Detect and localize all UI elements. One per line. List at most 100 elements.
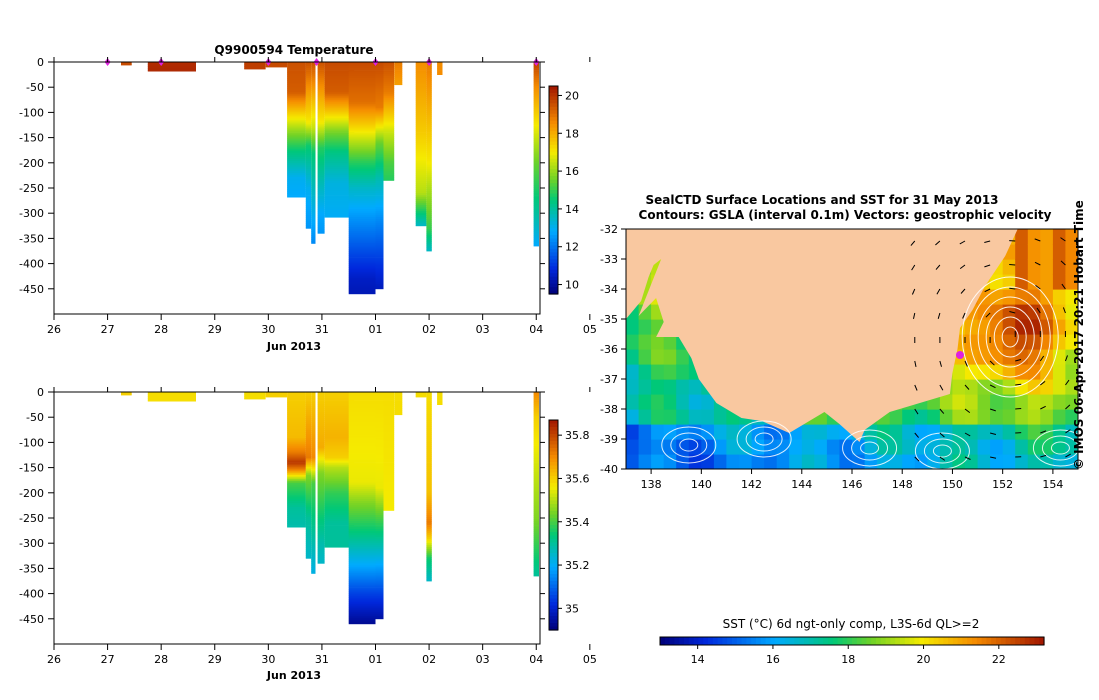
velocity-vector bbox=[1015, 359, 1022, 362]
profile-cell bbox=[317, 118, 325, 121]
profile-cell bbox=[317, 231, 325, 234]
profile-cell bbox=[311, 428, 316, 431]
profile-cell bbox=[533, 444, 539, 447]
profile-cell bbox=[426, 241, 432, 244]
profile-cell bbox=[415, 225, 427, 227]
profile-cell bbox=[348, 138, 376, 141]
profile-cell bbox=[394, 392, 403, 395]
profile-cell bbox=[317, 78, 325, 81]
profile-cell bbox=[317, 110, 325, 113]
profile-cell bbox=[287, 452, 306, 455]
profile-cell bbox=[375, 615, 384, 619]
velocity-vector bbox=[984, 288, 991, 293]
profile-cell bbox=[348, 541, 376, 544]
profile-cell bbox=[533, 517, 539, 520]
profile-cell bbox=[311, 563, 316, 566]
profile-cell bbox=[383, 120, 395, 123]
profile-cell bbox=[375, 279, 384, 283]
profile-cell bbox=[348, 402, 376, 405]
profile-cell bbox=[324, 150, 355, 154]
profile-cell bbox=[305, 430, 312, 433]
profile-cell bbox=[394, 80, 403, 83]
profile-cell bbox=[426, 90, 432, 93]
profile-cell bbox=[533, 571, 539, 574]
profile-cell bbox=[348, 168, 376, 172]
profile-cell bbox=[324, 142, 355, 145]
profile-cell bbox=[324, 80, 355, 83]
profile-cell bbox=[348, 92, 376, 95]
profile-cell bbox=[324, 537, 355, 540]
sst-cell bbox=[939, 454, 954, 469]
colorbar-segment bbox=[948, 637, 954, 645]
profile-cell bbox=[324, 170, 355, 174]
profile-cell bbox=[375, 420, 384, 423]
profile-cell bbox=[375, 412, 384, 415]
profile-3 bbox=[265, 62, 288, 68]
profile-cell bbox=[287, 84, 306, 87]
profile-cell bbox=[383, 106, 395, 109]
profile-cell bbox=[311, 205, 316, 208]
profile-cell bbox=[311, 172, 316, 176]
profile-cell bbox=[324, 442, 355, 445]
profile-cell bbox=[415, 64, 427, 67]
colorbar-segment bbox=[1029, 637, 1035, 645]
profile-cell bbox=[317, 223, 325, 226]
profile-cell bbox=[324, 90, 355, 93]
profile-cell bbox=[348, 428, 376, 431]
velocity-vector bbox=[1036, 307, 1041, 314]
profile-cell bbox=[244, 398, 266, 400]
profile-cell bbox=[415, 122, 427, 125]
profile-cell bbox=[348, 490, 376, 494]
profile-cell bbox=[383, 418, 395, 421]
colorbar-tick-label: 12 bbox=[565, 241, 579, 254]
profile-cell bbox=[348, 166, 376, 170]
profile-cell bbox=[348, 82, 376, 85]
colorbar-segment bbox=[549, 427, 558, 432]
sst-cell bbox=[626, 364, 640, 380]
profile-cell bbox=[348, 176, 376, 180]
profile-cell bbox=[317, 166, 325, 170]
profile-cell bbox=[415, 195, 427, 198]
profile-cell bbox=[348, 444, 376, 447]
profile-cell bbox=[533, 456, 539, 459]
profile-cell bbox=[375, 239, 384, 242]
y-tick-label: -50 bbox=[26, 81, 44, 94]
colorbar-segment bbox=[784, 637, 791, 645]
profile-cell bbox=[348, 486, 376, 490]
velocity-vector bbox=[984, 240, 991, 243]
map-longitude-ticks: 138 140 142 144 146 148 150 152 154 bbox=[641, 469, 1063, 491]
profile-cell bbox=[426, 468, 432, 471]
sst-cell bbox=[638, 409, 652, 425]
colorbar-segment bbox=[549, 276, 558, 281]
profile-cell bbox=[348, 458, 376, 461]
profile-cell bbox=[287, 486, 306, 490]
profile-cell bbox=[426, 92, 432, 95]
colorbar-segment bbox=[549, 134, 558, 139]
colorbar-segment bbox=[890, 637, 896, 645]
profile-cell bbox=[415, 98, 427, 101]
profile-cell bbox=[348, 265, 376, 268]
colorbar-segment bbox=[549, 252, 558, 257]
profile-cell bbox=[426, 166, 432, 170]
profile-cell bbox=[533, 197, 539, 200]
profile-cell bbox=[426, 136, 432, 139]
profile-cell bbox=[348, 140, 376, 143]
sst-cell bbox=[726, 424, 740, 440]
sst-cell bbox=[701, 394, 715, 410]
sst-cell bbox=[889, 454, 903, 469]
profile-cell bbox=[383, 62, 395, 65]
gsla-contour bbox=[1050, 441, 1070, 455]
profile-cell bbox=[348, 122, 376, 125]
x-tick-label: 29 bbox=[208, 323, 222, 336]
profile-cell bbox=[311, 474, 316, 478]
profile-cell bbox=[383, 108, 395, 111]
colorbar-segment bbox=[760, 637, 767, 645]
profile-cell bbox=[317, 452, 325, 455]
y-tick-label: 0 bbox=[37, 386, 44, 399]
profile-14 bbox=[426, 392, 432, 582]
profile-cell bbox=[348, 468, 376, 471]
profile-cell bbox=[324, 446, 355, 449]
profile-cell bbox=[415, 158, 427, 162]
colorbar-segment bbox=[828, 637, 834, 645]
profile-cell bbox=[383, 442, 395, 445]
